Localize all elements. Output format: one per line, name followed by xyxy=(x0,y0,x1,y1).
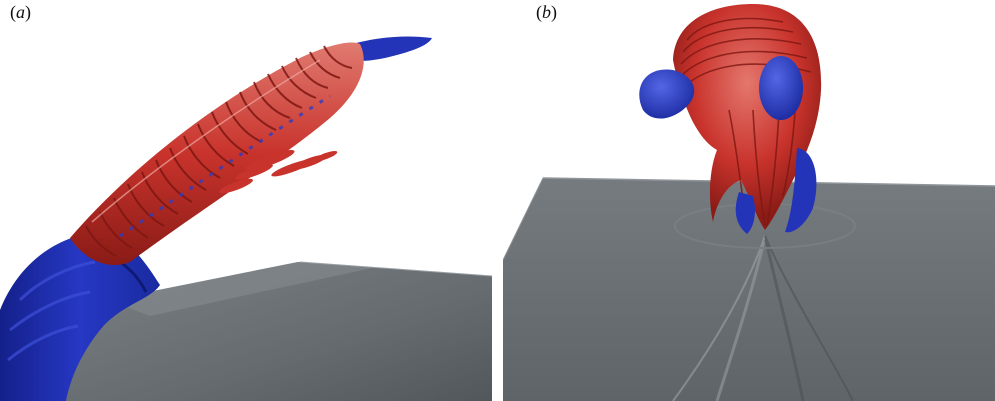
red-vortex-rings xyxy=(85,45,353,257)
blue-vortex-feet-right xyxy=(785,148,817,233)
panel-b-render xyxy=(503,4,995,401)
panel-a: (a) xyxy=(0,0,492,401)
red-vortex-streaks xyxy=(219,149,338,194)
wall-plate-shade xyxy=(108,262,372,316)
panel-b: (b) xyxy=(503,0,995,401)
panel-b-label: (b) xyxy=(536,2,557,22)
panel-a-label: (a) xyxy=(10,2,31,22)
blue-vortex-right xyxy=(759,56,803,120)
blue-vortex-left xyxy=(639,69,695,119)
blue-vortex-feet-left xyxy=(735,192,755,234)
panel-a-render xyxy=(0,36,492,401)
blue-vortex-lower xyxy=(0,232,160,401)
wall-wake xyxy=(672,203,856,401)
wall-plate xyxy=(503,178,995,401)
